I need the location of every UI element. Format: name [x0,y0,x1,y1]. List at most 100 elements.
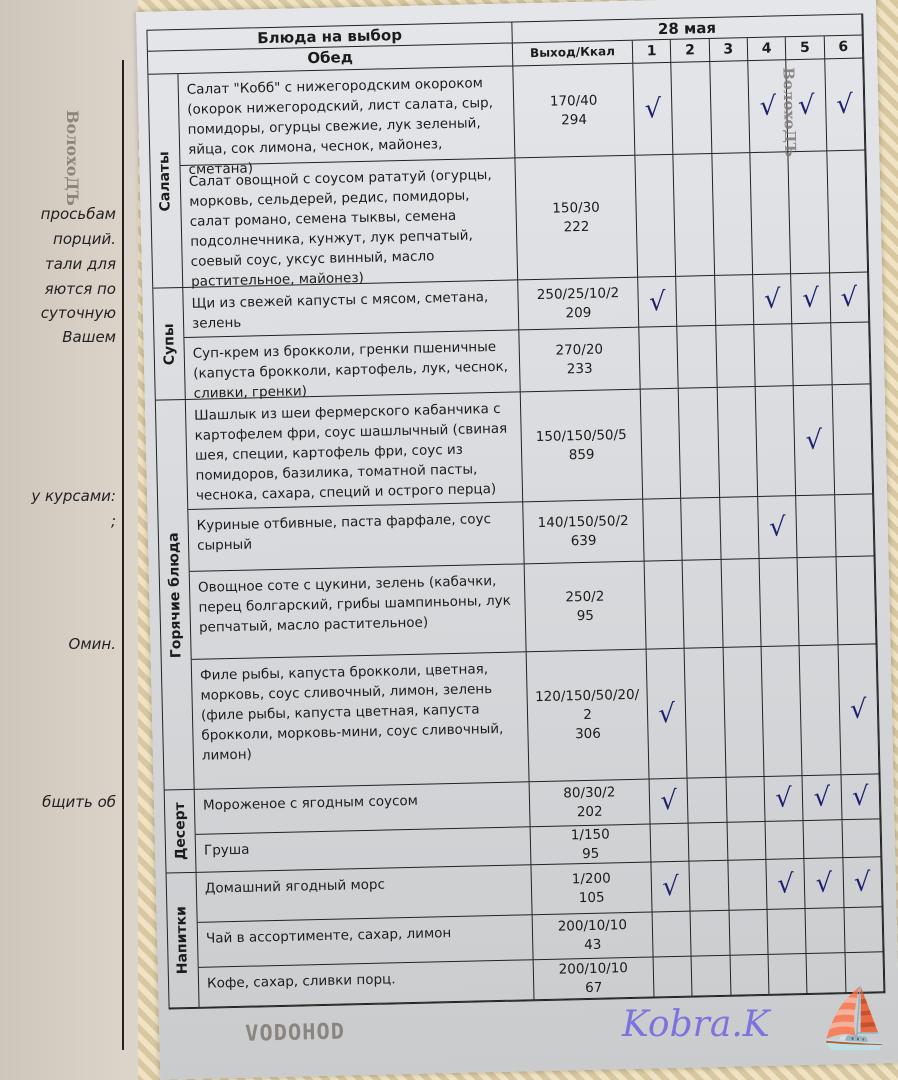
dish-name: Шашлык из шеи фермерского кабанчика с ка… [185,392,524,510]
check-cell-6 [836,556,877,646]
category-cell: Напитки [166,872,200,1009]
portion-weight: 1/150 [570,825,610,843]
check-cell-6 [826,150,869,274]
check-cell-5: √ [793,385,835,497]
portion-weight: 150/30 [552,199,600,217]
check-cell-6: √ [824,58,866,152]
left-page-text-line: яются по [44,280,116,298]
check-cell-3 [717,387,759,498]
checkmark-icon: √ [853,867,871,898]
checkmark-icon: √ [776,868,795,900]
check-cell-6 [842,819,882,859]
check-cell-3 [730,954,770,996]
check-cell-6: √ [829,272,870,324]
category-cell: Десерт [164,789,197,874]
checkmark-icon: √ [775,783,793,814]
calories: 105 [578,889,605,906]
check-cell-4 [768,954,808,995]
check-cell-4 [759,558,800,647]
weight-kcal-cell: 170/40 294 [513,63,636,159]
check-cell-4 [767,909,807,955]
check-cell-5 [788,151,830,275]
dish-name: Чай в ассортименте, сахар, лимон [197,915,534,968]
check-cell-2 [673,153,715,277]
checkmark-icon: √ [660,785,678,817]
column-header-2: 2 [671,38,710,63]
portion-weight: 140/150/50/2 [537,512,629,531]
checkmark-icon: √ [763,283,781,315]
checkmark-icon: √ [840,282,858,313]
left-page-text-line: Вашем [62,328,116,346]
check-cell-2 [691,955,732,997]
check-cell-3 [714,275,755,326]
left-page-text-line: бщить об [42,793,116,811]
check-cell-2 [677,325,718,389]
check-cell-1 [643,498,683,562]
category-label: Десерт [171,802,189,861]
checkmark-icon: √ [805,425,823,456]
column-header-3: 3 [709,38,749,62]
calories: 67 [584,979,603,996]
checkmark-icon: √ [797,90,815,121]
dish-name: Куриные отбивные, паста фарфале, соус сы… [188,502,525,572]
dish-name: Щи из свежей капусты с мясом, сметана, з… [183,280,520,338]
check-cell-2 [671,61,713,155]
check-cell-2 [689,860,730,912]
left-page-text-line: Омин. [68,635,116,653]
checkmark-icon: √ [768,511,787,543]
checkmark-icon: √ [644,93,662,124]
check-cell-5 [805,908,846,955]
checkmark-icon: √ [835,89,854,120]
portion-weight: 120/150/50/20/2 [534,686,640,724]
check-cell-1 [635,154,677,278]
weight-kcal-cell: 140/150/50/2 639 [523,499,645,565]
check-cell-1 [652,911,692,958]
category-label: Салаты [156,150,175,212]
check-cell-4: √ [753,274,793,326]
weight-kcal-cell: 270/20 233 [519,327,641,393]
check-cell-4 [750,152,792,276]
check-cell-5: √ [804,858,845,910]
check-cell-1 [640,388,682,500]
dish-name: Филе рыбы, капуста брокколи, цветная, мо… [191,652,530,790]
check-cell-3 [719,497,760,560]
checkmark-icon: √ [658,698,676,729]
check-cell-3 [709,61,751,154]
calories: 859 [568,446,595,463]
left-page-text-line: у курсами: [31,487,116,505]
check-cell-5 [799,645,842,777]
portion-weight: 200/10/10 [557,917,628,935]
weight-kcal-cell: 250/25/10/2 209 [518,277,640,331]
check-cell-2 [679,387,720,499]
calories: 202 [576,803,603,821]
check-cell-2 [684,647,727,779]
check-cell-1: √ [651,861,691,913]
calories: 222 [563,218,590,235]
check-cell-2 [688,822,729,862]
check-cell-6 [844,907,884,954]
check-cell-1: √ [646,648,688,780]
portion-weight: 1/200 [571,869,611,887]
portion-weight: 200/10/10 [558,959,629,978]
check-cell-3 [715,325,756,388]
weight-kcal-cell: 1/200 105 [531,862,653,916]
dish-name: Салат "Кобб" с нижегородским окороком (о… [178,66,516,178]
check-cell-4: √ [764,776,804,822]
check-cell-6 [832,384,874,496]
category-cell: Супы [153,287,186,401]
check-cell-6 [830,322,871,386]
left-page-text-line: суточную [40,304,116,322]
check-cell-5: √ [802,775,843,822]
check-cell-1: √ [649,778,689,825]
check-cell-5 [792,323,833,387]
left-page-text-line: ; [110,512,116,530]
calories: 233 [566,360,593,377]
check-cell-2 [687,777,728,824]
category-label: Супы [160,322,178,365]
column-header-5: 5 [786,36,825,61]
check-cell-5: √ [791,273,831,325]
check-cell-1 [644,560,685,650]
portion-weight: 80/30/2 [563,784,616,802]
